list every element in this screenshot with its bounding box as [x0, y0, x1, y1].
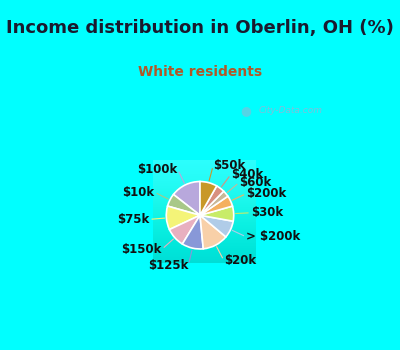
Text: Income distribution in Oberlin, OH (%): Income distribution in Oberlin, OH (%): [6, 19, 394, 37]
Text: $150k: $150k: [122, 243, 162, 256]
Wedge shape: [200, 215, 226, 249]
Wedge shape: [166, 206, 200, 230]
Wedge shape: [200, 191, 228, 215]
Text: > $200k: > $200k: [246, 230, 300, 243]
Wedge shape: [168, 195, 200, 215]
Wedge shape: [200, 182, 217, 215]
Text: $75k: $75k: [117, 213, 149, 226]
Wedge shape: [200, 186, 224, 215]
Text: $125k: $125k: [148, 259, 188, 272]
Text: ●: ●: [240, 104, 252, 117]
Text: $40k: $40k: [231, 168, 263, 181]
Text: $50k: $50k: [213, 159, 245, 172]
Text: White residents: White residents: [138, 65, 262, 79]
Text: City-Data.com: City-Data.com: [259, 106, 323, 115]
Text: $200k: $200k: [246, 187, 286, 200]
Text: $100k: $100k: [137, 163, 178, 176]
Wedge shape: [200, 196, 232, 215]
Wedge shape: [200, 215, 233, 237]
Wedge shape: [174, 182, 200, 215]
Wedge shape: [200, 206, 234, 221]
Text: $30k: $30k: [251, 206, 283, 219]
Wedge shape: [170, 215, 200, 244]
Text: $20k: $20k: [224, 254, 256, 267]
Text: $60k: $60k: [239, 176, 272, 189]
Text: $10k: $10k: [122, 186, 154, 198]
Wedge shape: [182, 215, 203, 249]
